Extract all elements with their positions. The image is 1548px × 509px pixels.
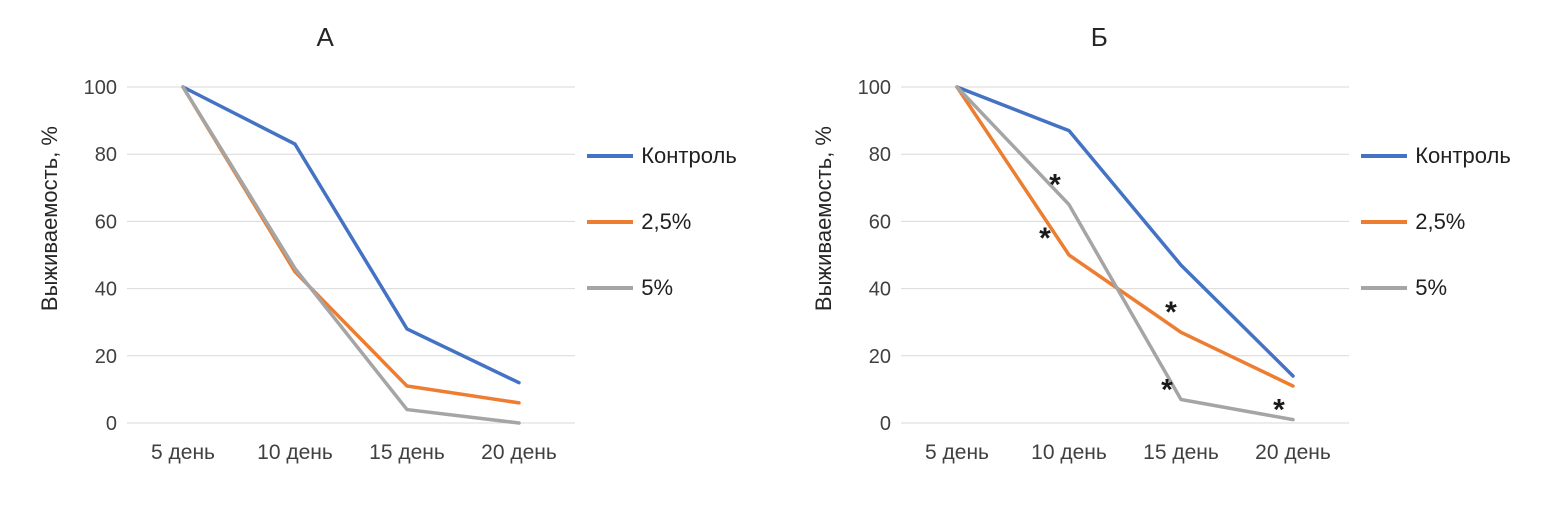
- legend-label: 2,5%: [1415, 208, 1466, 234]
- chart-column: Б 0 20 40 60 80 100 5 день 10 день 15 день 20 ден…: [839, 16, 1359, 473]
- series-line: [955, 85, 1295, 388]
- y-tick-label: 20: [869, 346, 891, 368]
- legend-item: 2,5%: [587, 209, 737, 235]
- line-chart-svg: 0 20 40 60 80 100 5 день 10 день 15 день 20 день *…: [858, 77, 1350, 464]
- legend-label: 5%: [641, 274, 674, 300]
- x-category-label: 20 день: [1255, 441, 1331, 464]
- legend-item: Контроль: [1361, 143, 1511, 169]
- legend-item: 2,5%: [1361, 209, 1511, 235]
- legend: Контроль 2,5% 5%: [587, 143, 737, 301]
- legend-label: 5%: [1415, 274, 1448, 300]
- y-tick-label: 100: [858, 77, 891, 99]
- legend-swatch: [1361, 285, 1408, 290]
- y-tick-label: 40: [869, 279, 891, 301]
- y-tick-label: 80: [95, 144, 117, 166]
- y-tick-label: 40: [95, 279, 117, 301]
- x-category-label: 10 день: [1031, 441, 1107, 464]
- legend-label: Контроль: [1415, 142, 1511, 168]
- legend-label: 2,5%: [641, 208, 692, 234]
- y-axis-title: Выживаемость, %: [37, 125, 63, 312]
- panel-title: А: [316, 22, 334, 52]
- legend-item: 5%: [587, 275, 737, 301]
- y-tick-label: 20: [95, 346, 117, 368]
- legend: Контроль 2,5% 5%: [1361, 143, 1511, 301]
- panel-title: Б: [1090, 22, 1108, 52]
- chart-area: Выживаемость, % Б 0 20 40 60 80 100 5 день 10 д…: [811, 16, 1511, 473]
- significance-asterisk: *: [1161, 373, 1173, 406]
- legend-item: 5%: [1361, 275, 1511, 301]
- significance-asterisk: *: [1049, 168, 1061, 201]
- line-chart-svg: 0 20 40 60 80 100 5 день 10 день 15 день 20 день: [84, 77, 576, 464]
- legend-label: Контроль: [641, 142, 737, 168]
- y-tick-label: 80: [869, 144, 891, 166]
- series-line: [955, 85, 1295, 378]
- y-tick-label: 60: [869, 211, 891, 233]
- chart-panel-a: Выживаемость, % А 0 20 40 60 80 100 5 день 10 д…: [37, 16, 737, 473]
- series-line: [181, 85, 521, 385]
- series-line: [181, 85, 521, 425]
- x-category-label: 15 день: [369, 441, 445, 464]
- x-category-label: 5 день: [151, 441, 215, 464]
- y-axis-title: Выживаемость, %: [811, 125, 837, 312]
- x-category-label: 5 день: [925, 441, 989, 464]
- legend-swatch: [587, 153, 634, 158]
- y-tick-label: 0: [106, 413, 117, 435]
- legend-swatch: [1361, 219, 1408, 224]
- chart-panel-b: Выживаемость, % Б 0 20 40 60 80 100 5 день 10 д…: [774, 0, 1548, 509]
- y-tick-label: 100: [84, 77, 117, 99]
- significance-asterisk: *: [1273, 394, 1285, 427]
- series-line: [955, 85, 1295, 422]
- legend-swatch: [587, 219, 634, 224]
- x-category-label: 20 день: [481, 441, 557, 464]
- chart-area: Выживаемость, % А 0 20 40 60 80 100 5 день 10 д…: [37, 16, 737, 473]
- legend-swatch: [1361, 153, 1408, 158]
- legend-item: Контроль: [587, 143, 737, 169]
- x-category-label: 15 день: [1143, 441, 1219, 464]
- y-tick-label: 0: [880, 413, 891, 435]
- chart-column: А 0 20 40 60 80 100 5 день 10 день 15 день 20 ден…: [65, 16, 585, 473]
- y-tick-label: 60: [95, 211, 117, 233]
- legend-swatch: [587, 285, 634, 290]
- significance-asterisk: *: [1165, 296, 1177, 329]
- x-category-label: 10 день: [257, 441, 333, 464]
- significance-asterisk: *: [1039, 222, 1051, 255]
